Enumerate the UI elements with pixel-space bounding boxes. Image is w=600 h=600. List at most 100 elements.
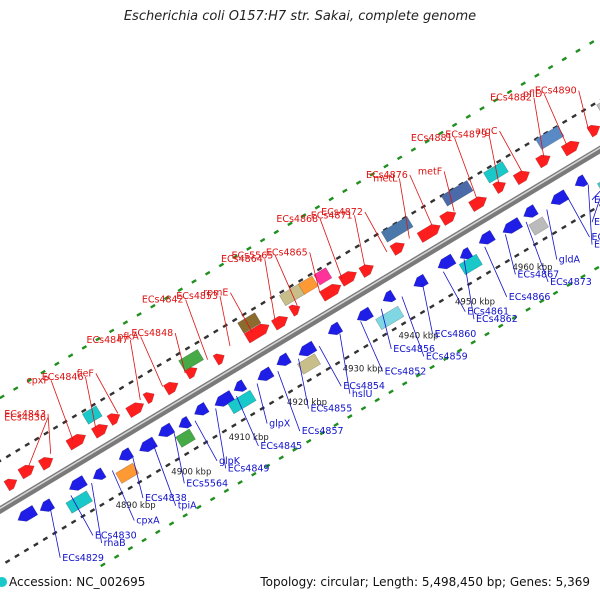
inner-reverse-dot [334, 360, 341, 366]
reverse-gene-arrow [257, 366, 275, 382]
reverse-gene-arrow [356, 306, 374, 322]
forward-label-leader [47, 413, 52, 454]
outer-forward-dot [287, 221, 293, 227]
outer-reverse-dot [443, 356, 449, 362]
inner-reverse-dot [476, 275, 482, 281]
inner-reverse-dot [240, 417, 247, 423]
forward-label-leader [319, 218, 343, 279]
forward-label-leader [443, 171, 455, 212]
inner-forward-dot [250, 306, 257, 312]
reverse-feature-block [65, 490, 93, 514]
outer-forward-dot [479, 106, 485, 111]
inner-reverse-dot [315, 372, 322, 377]
forward-gene-arrow [535, 154, 551, 169]
reverse-gene-label: ECs4877 [594, 240, 600, 251]
reverse-gene-label: ECs4830 [95, 530, 137, 541]
inner-forward-dot [222, 323, 228, 329]
reverse-gene-arrow [68, 475, 88, 491]
outer-reverse-dot [456, 348, 463, 353]
inner-reverse-dot [523, 247, 529, 253]
outer-reverse-dot [319, 430, 326, 436]
outer-forward-dot [273, 229, 280, 235]
forward-gene-arrow [65, 433, 87, 451]
forward-label-leader [174, 333, 186, 374]
outer-forward-dot [300, 213, 307, 218]
reverse-label-leader [401, 296, 425, 357]
inner-forward-dot [486, 164, 493, 170]
reverse-label-leader [49, 507, 61, 558]
reverse-gene-label: ECs4855 [311, 404, 353, 415]
forward-gene-arrow [270, 315, 289, 331]
reverse-feature-block [375, 305, 405, 331]
reverse-gene-label: ECs4857 [302, 426, 344, 437]
scale-label: 4910 kbp [229, 433, 269, 443]
outer-reverse-dot [155, 529, 161, 535]
inner-forward-dot [429, 198, 436, 204]
forward-gene-label: cpxP [26, 375, 49, 386]
outer-forward-dot [547, 64, 554, 70]
reverse-label-leader [153, 445, 177, 506]
outer-forward-dot [520, 81, 526, 87]
inner-reverse-dot [183, 451, 190, 457]
outer-forward-dot [424, 139, 430, 144]
forward-label-leader [364, 211, 388, 253]
forward-label-leader [264, 259, 276, 320]
forward-gene-label: argC [475, 126, 498, 137]
reverse-label-leader [256, 383, 268, 424]
outer-reverse-dot [360, 405, 367, 411]
reverse-gene-label: ECs4861 [467, 307, 509, 318]
inner-reverse-dot [231, 423, 237, 428]
reverse-gene-arrow [523, 204, 539, 218]
forward-label-leader [488, 134, 500, 185]
reverse-gene-label: ECs4873 [550, 277, 592, 288]
reverse-label-leader [422, 284, 433, 335]
forward-label-leader [85, 376, 96, 428]
reverse-gene-arrow [478, 229, 496, 245]
inner-reverse-dot [344, 355, 350, 360]
inner-reverse-dot [457, 287, 463, 292]
reverse-gene-label: cpxA [136, 516, 160, 527]
inner-forward-dot [420, 204, 427, 210]
inner-reverse-dot [14, 553, 20, 559]
outer-forward-dot [136, 312, 142, 317]
inner-reverse-dot [589, 207, 595, 213]
forward-label-leader [309, 252, 321, 293]
forward-feature-block [178, 348, 204, 372]
outer-forward-dot [218, 262, 225, 268]
inner-forward-dot [514, 147, 521, 153]
forward-gene-label: ECs4872 [321, 207, 363, 218]
outer-forward-dot [177, 287, 184, 293]
forward-feature-block [237, 312, 262, 334]
forward-gene-label: ECs5565 [232, 251, 274, 262]
forward-gene-arrow [439, 211, 457, 226]
scale-label: 4890 kbp [116, 501, 156, 511]
outer-forward-dot [40, 369, 46, 375]
forward-gene-arrow [212, 353, 225, 366]
reverse-label-leader [505, 234, 516, 275]
forward-label-leader [95, 373, 119, 414]
reverse-gene-label: ECs5564 [186, 478, 228, 489]
outer-forward-dot [191, 279, 197, 284]
outer-forward-dot [506, 89, 513, 95]
forward-feature-block [297, 275, 319, 295]
outer-reverse-dot [593, 265, 600, 271]
outer-forward-dot [342, 188, 348, 194]
outer-reverse-dot [292, 447, 298, 452]
scale-label: 4960 kbp [513, 263, 553, 273]
scale-label: 4950 kbp [455, 297, 495, 307]
reverse-feature-block [175, 428, 196, 448]
reverse-label-leader [380, 308, 392, 349]
outer-forward-dot [355, 180, 362, 185]
inner-reverse-dot [4, 559, 11, 564]
inner-reverse-dot [306, 377, 313, 383]
reverse-gene-arrow [92, 467, 107, 480]
outer-reverse-dot [127, 545, 134, 551]
inner-forward-dot [147, 368, 153, 374]
inner-forward-dot [203, 334, 210, 340]
forward-gene-label: ECs4864 [221, 254, 263, 265]
reverse-label-leader [298, 358, 309, 409]
reverse-gene-label: ECs4862 [476, 314, 518, 325]
outer-reverse-dot [251, 471, 257, 477]
reverse-gene-arrow [39, 498, 56, 512]
